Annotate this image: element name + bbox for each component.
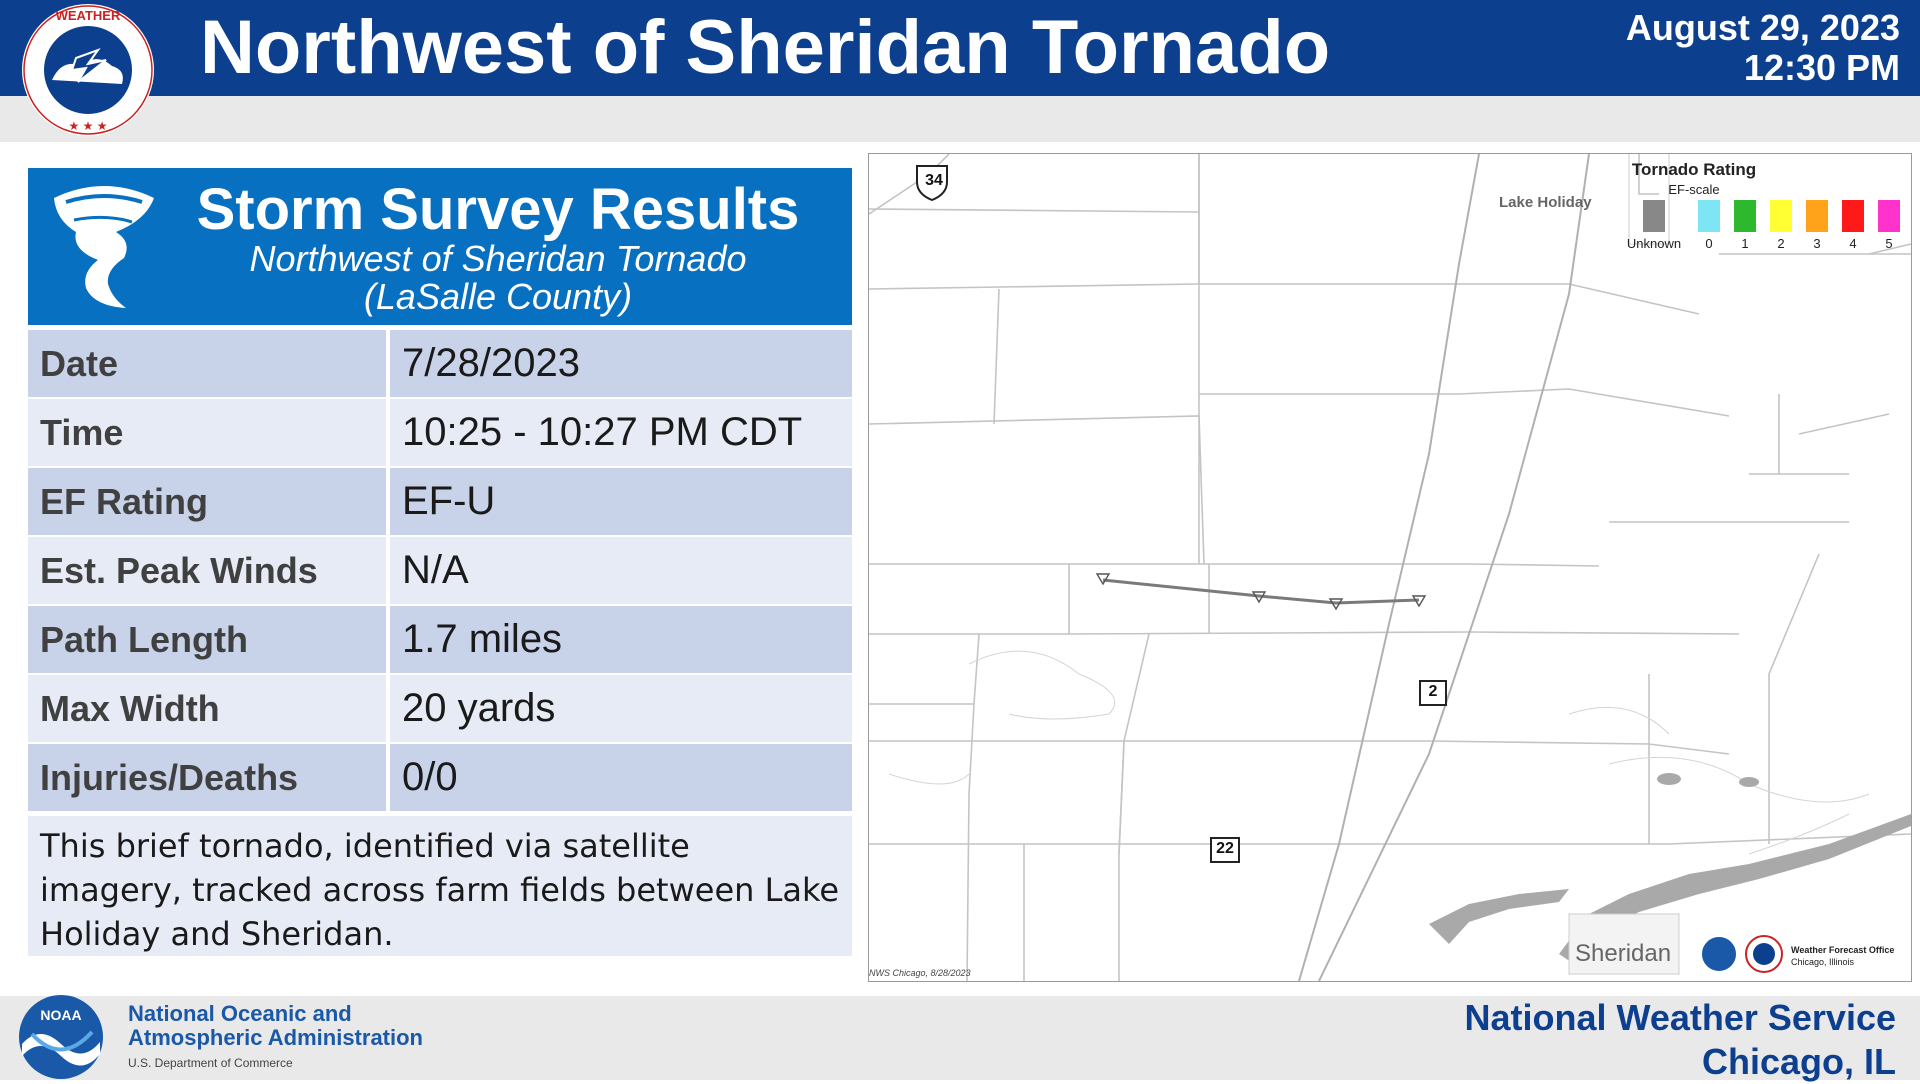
legend-swatch-ef1: [1734, 200, 1756, 232]
row-value: EF-U: [402, 479, 496, 523]
map-credit: NWS Chicago, 8/28/2023: [869, 968, 971, 978]
legend-label-ef5: 5: [1885, 236, 1893, 251]
survey-title: Storm Survey Results: [196, 177, 800, 242]
noaa-logo: NOAA: [19, 995, 103, 1079]
legend-label-unknown: Unknown: [1626, 236, 1682, 251]
row-label: Path Length: [40, 619, 248, 660]
row-label: Injuries/Deaths: [40, 757, 299, 798]
row-label: Max Width: [40, 688, 220, 729]
row-value: 7/28/2023: [402, 341, 580, 385]
survey-description: This brief tornado, identified via satel…: [40, 827, 840, 953]
svg-text:WEATHER: WEATHER: [56, 8, 121, 23]
nws-office-line1: National Weather Service: [1464, 997, 1896, 1038]
nws-logo: WEATHER ★ ★ ★: [22, 4, 154, 136]
issue-datetime: August 29, 2023 12:30 PM: [1626, 8, 1900, 88]
table-row-peak-winds: Est. Peak Winds N/A: [28, 537, 852, 604]
legend-label-ef1: 1: [1741, 236, 1749, 251]
noaa-department: U.S. Department of Commerce: [128, 1056, 293, 1070]
survey-header-box: Storm Survey Results Northwest of Sherid…: [28, 168, 852, 325]
route-shield-us34: 34: [925, 172, 943, 189]
survey-subtitle: Northwest of Sheridan Tornado (LaSalle C…: [178, 240, 818, 316]
row-label: Date: [40, 343, 119, 384]
legend-label-ef3: 3: [1813, 236, 1821, 251]
legend-label-ef0: 0: [1705, 236, 1713, 251]
survey-event-name: Northwest of Sheridan Tornado: [249, 238, 747, 279]
row-label: Est. Peak Winds: [40, 550, 318, 591]
legend-title: Tornado Rating: [1631, 160, 1757, 179]
row-value: 10:25 - 10:27 PM CDT: [402, 410, 803, 454]
tornado-track-map: 34 2 22 Lake Holiday Sheridan NWS Chicag…: [868, 153, 1912, 982]
legend-label-ef2: 2: [1777, 236, 1785, 251]
noaa-name: National Oceanic and Atmospheric Adminis…: [128, 1002, 423, 1050]
issue-time: 12:30 PM: [1743, 47, 1900, 88]
footer-bar: [0, 996, 1920, 1080]
table-row-path-length: Path Length 1.7 miles: [28, 606, 852, 673]
svg-text:★ ★ ★: ★ ★ ★: [69, 119, 108, 133]
route-marker-22: 22: [1216, 840, 1234, 857]
wfo-label: Weather Forecast Office: [1791, 945, 1895, 955]
table-row-time: Time 10:25 - 10:27 PM CDT: [28, 399, 852, 466]
row-value: 0/0: [402, 755, 458, 799]
legend-swatch-ef0: [1698, 200, 1720, 232]
row-value: N/A: [402, 548, 469, 592]
survey-county: (LaSalle County): [363, 276, 633, 317]
legend-swatch-ef2: [1770, 200, 1792, 232]
legend-swatch-ef4: [1842, 200, 1864, 232]
header-bar: [0, 0, 1920, 96]
row-label: EF Rating: [40, 481, 208, 522]
noaa-name-line2: Atmospheric Administration: [128, 1025, 423, 1050]
legend-swatch-unknown: [1643, 200, 1665, 232]
legend-label-ef4: 4: [1849, 236, 1857, 251]
row-value: 20 yards: [402, 686, 556, 730]
row-label: Time: [40, 412, 124, 453]
wfo-location: Chicago, Illinois: [1791, 957, 1855, 967]
table-row-ef-rating: EF Rating EF-U: [28, 468, 852, 535]
legend-swatch-ef3: [1806, 200, 1828, 232]
nws-office: National Weather Service Chicago, IL: [1464, 996, 1896, 1084]
table-row-date: Date 7/28/2023: [28, 330, 852, 397]
place-label-sheridan: Sheridan: [1575, 940, 1672, 967]
nws-office-line2: Chicago, IL: [1701, 1041, 1896, 1082]
page-title: Northwest of Sheridan Tornado: [200, 5, 1331, 90]
tornado-icon: [54, 186, 154, 308]
map-basemap: [869, 154, 1911, 981]
legend-swatch-ef5: [1878, 200, 1900, 232]
table-row-injuries-deaths: Injuries/Deaths 0/0: [28, 744, 852, 811]
issue-date: August 29, 2023: [1625, 7, 1900, 48]
noaa-name-line1: National Oceanic and: [128, 1001, 352, 1026]
table-row-max-width: Max Width 20 yards: [28, 675, 852, 742]
place-label-lake-holiday: Lake Holiday: [1499, 194, 1592, 211]
legend-subtitle: EF-scale: [1668, 182, 1720, 197]
route-marker-2: 2: [1428, 683, 1438, 700]
survey-description-box: This brief tornado, identified via satel…: [28, 816, 852, 956]
row-value: 1.7 miles: [402, 617, 563, 661]
header-divider: [0, 96, 1920, 142]
svg-text:NOAA: NOAA: [40, 1007, 81, 1023]
